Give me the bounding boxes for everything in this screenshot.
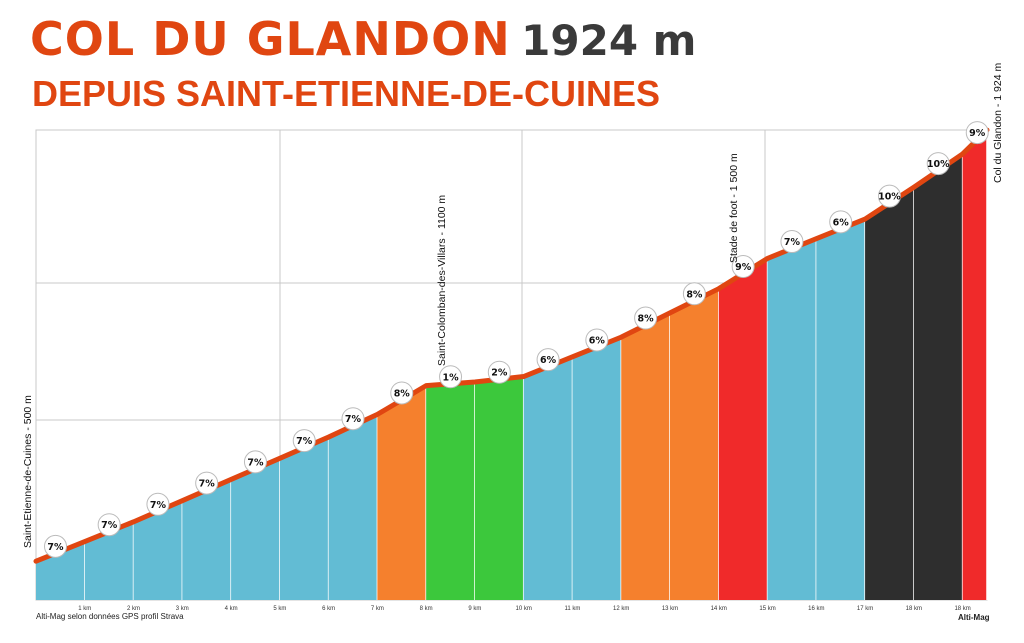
x-tick-label: 8 km (420, 606, 433, 612)
brand-label: Alti-Mag (958, 613, 990, 622)
grade-label: 1% (442, 372, 459, 383)
grade-badge (585, 328, 609, 352)
grade-segment (523, 356, 573, 600)
grade-label: 8% (394, 388, 411, 399)
grade-segment (816, 219, 866, 600)
x-tick-label: 18 km (906, 606, 922, 612)
title-block: COL DU GLANDON 1924 m (30, 12, 696, 66)
grade-label: 9% (735, 262, 752, 273)
grade-segment (913, 153, 963, 601)
grade-label: 9% (969, 128, 986, 139)
summit-altitude: 1924 m (521, 16, 697, 65)
grade-badge (536, 348, 560, 372)
grade-badge (390, 381, 414, 405)
grade-label: 7% (150, 500, 167, 511)
x-tick-label: 7 km (371, 606, 384, 612)
grade-label: 10% (878, 192, 901, 203)
grade-label: 7% (784, 237, 801, 248)
grade-segments (36, 130, 988, 601)
grade-badge (341, 407, 365, 431)
x-tick-label: 18 km (954, 606, 970, 612)
grade-segment (328, 414, 378, 600)
grade-badge (292, 429, 316, 453)
grade-badge (965, 121, 989, 145)
grade-label: 7% (199, 479, 216, 490)
x-tick-label: 1 km (78, 606, 91, 612)
grade-badge (44, 534, 68, 558)
page-title: COL DU GLANDON (30, 12, 511, 66)
grade-label: 8% (686, 289, 703, 300)
grade-badge (195, 471, 219, 495)
x-tick-label: 2 km (127, 606, 140, 612)
grade-label: 6% (540, 355, 557, 366)
grade-badge (877, 184, 901, 208)
x-axis-ticks: 1 km 2 km 3 km 4 km 5 km 6 km 7 km 8 km 9 km 10 k… (78, 606, 971, 612)
page-subtitle: DEPUIS SAINT-ETIENNE-DE-CUINES (32, 73, 661, 114)
grade-label: 7% (47, 542, 64, 553)
waypoint-label: Saint-Etienne-de-Cuines - 500 m (22, 395, 34, 548)
grade-segment (36, 541, 85, 600)
x-tick-label: 16 km (808, 606, 824, 612)
x-tick-label: 4 km (225, 606, 238, 612)
x-tick-label: 6 km (322, 606, 335, 612)
data-credit: Alti-Mag selon données GPS profil Strava (36, 612, 184, 621)
grade-badge (439, 365, 463, 389)
grade-segment (377, 385, 427, 600)
grade-badge (780, 230, 804, 254)
grade-segment (572, 337, 622, 600)
grade-label: 2% (491, 368, 508, 379)
grade-segment (231, 458, 280, 600)
waypoint-labels: Saint-Etienne-de-Cuines - 500 m Saint-Col… (22, 63, 1004, 548)
waypoint-label: Saint-Colomban-des-Villars - 1100 m (436, 195, 448, 366)
grade-segment (474, 376, 524, 600)
grade-segment (426, 381, 475, 600)
grade-segment (279, 437, 329, 600)
grade-badge (682, 282, 706, 306)
grade-label: 7% (345, 414, 362, 425)
grade-badge (829, 210, 853, 234)
grade-segment (767, 238, 817, 601)
x-tick-label: 15 km (759, 606, 775, 612)
x-tick-label: 9 km (468, 606, 481, 612)
x-tick-label: 12 km (613, 606, 629, 612)
grade-label: 10% (927, 159, 950, 170)
grade-label: 6% (833, 217, 850, 228)
x-tick-label: 5 km (273, 606, 286, 612)
x-tick-label: 14 km (711, 606, 727, 612)
grade-segment (865, 187, 914, 600)
x-tick-label: 13 km (662, 606, 678, 612)
grade-label: 8% (638, 314, 655, 325)
grade-segment (718, 258, 768, 600)
grade-badge (634, 306, 658, 330)
waypoint-label: Col du Glandon - 1 924 m (992, 63, 1004, 183)
x-tick-label: 17 km (857, 606, 873, 612)
x-tick-label: 3 km (176, 606, 189, 612)
grade-segment (670, 288, 719, 600)
grade-label: 7% (101, 520, 118, 531)
grade-label: 6% (589, 335, 606, 346)
grade-labels: 7% 7% 7% 7% 7% 7% 7% 8% 1% 2% 6% 6% 8% 8% 9% 7% 6% 10% 10%… (44, 121, 989, 558)
grade-segment (133, 500, 183, 600)
grade-segment (621, 312, 670, 600)
waypoint-label: Stade de foot - 1 500 m (728, 153, 740, 263)
grade-segment (182, 479, 232, 600)
grade-label: 7% (296, 436, 313, 447)
grade-badge (926, 152, 950, 176)
grade-segment (962, 130, 987, 600)
x-tick-label: 11 km (565, 606, 581, 612)
grade-badge (243, 450, 267, 474)
grade-badge (487, 360, 511, 384)
grade-badge (97, 513, 121, 537)
grade-badge (731, 255, 755, 279)
x-tick-label: 10 km (516, 606, 532, 612)
grade-segment (84, 521, 134, 600)
grade-label: 7% (247, 457, 264, 468)
grade-badge (146, 492, 170, 516)
